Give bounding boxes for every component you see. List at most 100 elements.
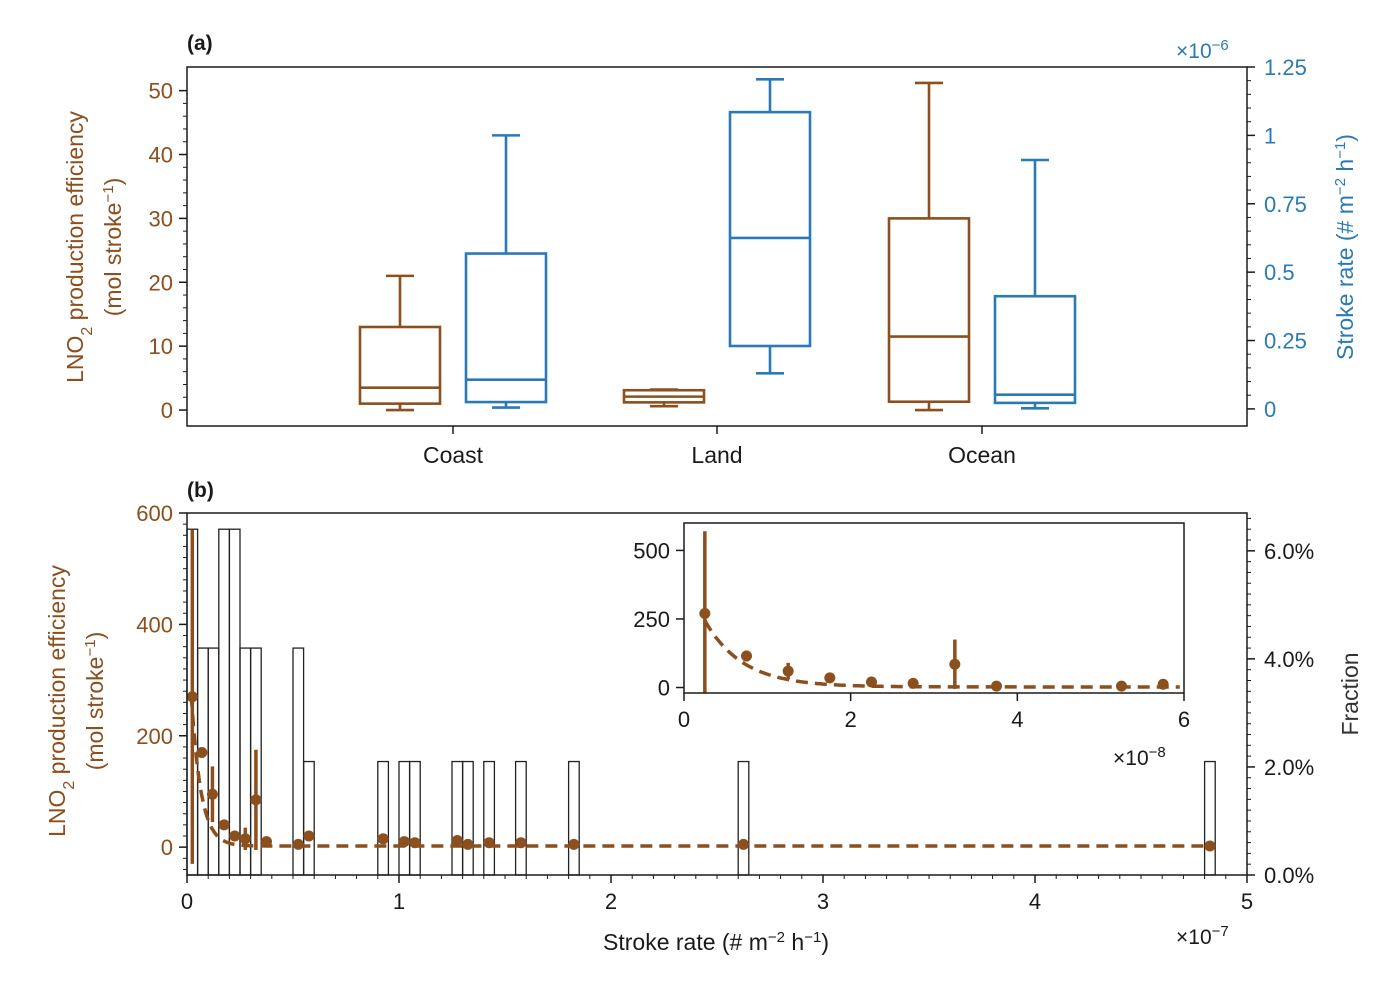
histogram-bar bbox=[514, 760, 527, 876]
data-point bbox=[261, 836, 272, 848]
panel-b-x-tick-label: 1 bbox=[393, 889, 405, 914]
panel-a-left-tick-label: 0 bbox=[161, 398, 173, 423]
histogram-bar bbox=[228, 528, 241, 876]
inset-x-exponent: ×10−8 bbox=[1113, 744, 1166, 771]
box-right-land bbox=[728, 78, 812, 375]
panel-b-right-ylabel: Fraction bbox=[1337, 652, 1363, 735]
panel-b-frame bbox=[186, 512, 1248, 876]
panel-b-left-tick-label: 400 bbox=[136, 612, 173, 637]
data-point bbox=[229, 830, 241, 842]
box-iqr bbox=[887, 217, 971, 404]
inset-data-point bbox=[1116, 680, 1127, 692]
data-point bbox=[398, 836, 410, 848]
data-point bbox=[218, 819, 230, 831]
panel-b-x-tick-label: 0 bbox=[181, 889, 193, 914]
inset-data-point bbox=[741, 650, 752, 662]
panel-a-x-axis: Coast Land Ocean bbox=[423, 426, 1016, 468]
panel-b-x-exponent: ×10−7 bbox=[1176, 923, 1229, 950]
data-point bbox=[303, 830, 315, 842]
data-point bbox=[186, 691, 198, 703]
inset-y-tick-label: 500 bbox=[633, 538, 670, 563]
inset-x-axis: 0 2 4 6 bbox=[678, 693, 1190, 732]
inset-fit-curve bbox=[703, 619, 1180, 689]
panel-b-x-axis: 0 1 2 3 4 5 bbox=[181, 875, 1253, 914]
panel-b-right-tick-label: 4.0% bbox=[1264, 647, 1314, 672]
fit-curve bbox=[189, 695, 1211, 848]
panel-b-x-tick-label: 5 bbox=[1241, 889, 1253, 914]
box-left-coast bbox=[358, 274, 442, 412]
panel-b-left-ylabel-line2: (mol stroke−1) bbox=[82, 632, 109, 771]
data-point bbox=[292, 838, 304, 850]
panel-b-left-ylabel-line1: LNO2 production efficiency bbox=[44, 565, 78, 837]
inset-y-tick-label: 250 bbox=[633, 607, 670, 632]
histogram-bar bbox=[196, 647, 209, 876]
inset-x-tick-label: 2 bbox=[845, 707, 857, 732]
panel-a-right-tick-label: 0 bbox=[1264, 397, 1276, 422]
histogram-bar bbox=[302, 760, 315, 876]
panel-b-points bbox=[186, 529, 1216, 864]
panel-a-left-tick-label: 40 bbox=[149, 143, 173, 168]
panel-a-right-tick-label: 0.5 bbox=[1264, 260, 1295, 285]
panel-a-frame bbox=[186, 66, 1248, 427]
panel-a-right-tick-label: 1 bbox=[1264, 123, 1276, 148]
panel-a-x-tick-label: Coast bbox=[423, 442, 484, 468]
panel-a-right-tick-label: 0.75 bbox=[1264, 192, 1307, 217]
panel-b-right-tick-label: 2.0% bbox=[1264, 755, 1314, 780]
panel-a-x-tick-label: Ocean bbox=[948, 442, 1016, 468]
histogram-bar bbox=[483, 760, 496, 876]
panel-a-right-ylabel: Stroke rate (# m−2 h−1) bbox=[1332, 134, 1359, 360]
panel-a-left-axis: 0 10 20 30 40 50 bbox=[149, 79, 187, 423]
panel-a-left-tick-label: 50 bbox=[149, 79, 173, 104]
data-point bbox=[206, 788, 218, 800]
data-point bbox=[451, 834, 463, 846]
panel-a-left-ylabel-line2: (mol stroke−1) bbox=[100, 178, 127, 317]
panel-b-left-tick-label: 200 bbox=[136, 724, 173, 749]
panel-a-x-tick-label: Land bbox=[691, 442, 742, 468]
inset-data-point bbox=[866, 676, 877, 688]
panel-b-right-tick-label: 6.0% bbox=[1264, 539, 1314, 564]
inset-frame bbox=[683, 522, 1185, 694]
histogram-bar bbox=[398, 760, 411, 876]
inset-y-axis: 0 250 500 bbox=[633, 538, 684, 701]
inset-x-tick-label: 6 bbox=[1178, 707, 1190, 732]
data-point bbox=[409, 837, 421, 849]
data-point bbox=[1204, 840, 1216, 852]
panel-b-xlabel: Stroke rate (# m−2 h−1) bbox=[603, 929, 829, 956]
panel-a-right-tick-label: 1.25 bbox=[1264, 55, 1307, 80]
inset-data-point bbox=[1157, 678, 1169, 690]
inset-data-point bbox=[907, 677, 919, 689]
panel-a-right-axis: 0 0.25 0.5 0.75 1 1.25 bbox=[1247, 55, 1307, 422]
inset-points bbox=[699, 531, 1169, 693]
panel-a-right-exponent: ×10−6 bbox=[1176, 37, 1229, 64]
inset-data-point bbox=[949, 658, 961, 670]
panel-b-left-tick-label: 600 bbox=[136, 501, 173, 526]
panel-b-x-tick-label: 2 bbox=[605, 889, 617, 914]
data-point bbox=[568, 838, 580, 850]
data-point bbox=[239, 833, 251, 845]
inset-fit-line bbox=[703, 619, 1180, 689]
inset-plot: 0 250 500 0 2 4 6 ×10−8 bbox=[633, 522, 1190, 771]
inset-data-point bbox=[699, 607, 711, 619]
histogram-bar bbox=[408, 760, 421, 876]
panel-b-right-axis: 0.0% 2.0% 4.0% 6.0% bbox=[1247, 517, 1314, 888]
histogram-bar bbox=[377, 760, 390, 876]
box-iqr bbox=[358, 325, 442, 405]
box-right-ocean bbox=[993, 158, 1077, 410]
data-point bbox=[377, 833, 389, 845]
panel-b-label: (b) bbox=[187, 479, 214, 502]
inset-y-tick-label: 0 bbox=[658, 676, 670, 701]
panel-a-boxes bbox=[358, 78, 1077, 412]
inset-data-point bbox=[991, 680, 1002, 692]
inset-x-tick-label: 4 bbox=[1011, 707, 1023, 732]
panel-b-x-tick-label: 4 bbox=[1029, 889, 1041, 914]
panel-a-right-tick-label: 0.25 bbox=[1264, 329, 1307, 354]
data-point bbox=[462, 838, 474, 850]
panel-b-left-axis: 0 200 400 600 bbox=[136, 501, 187, 870]
inset-data-point bbox=[824, 672, 836, 684]
data-point bbox=[515, 837, 527, 849]
panel-a-left-tick-label: 10 bbox=[149, 334, 173, 359]
data-point bbox=[738, 838, 749, 850]
box-right-coast bbox=[464, 134, 548, 409]
histogram-bar bbox=[207, 647, 220, 876]
